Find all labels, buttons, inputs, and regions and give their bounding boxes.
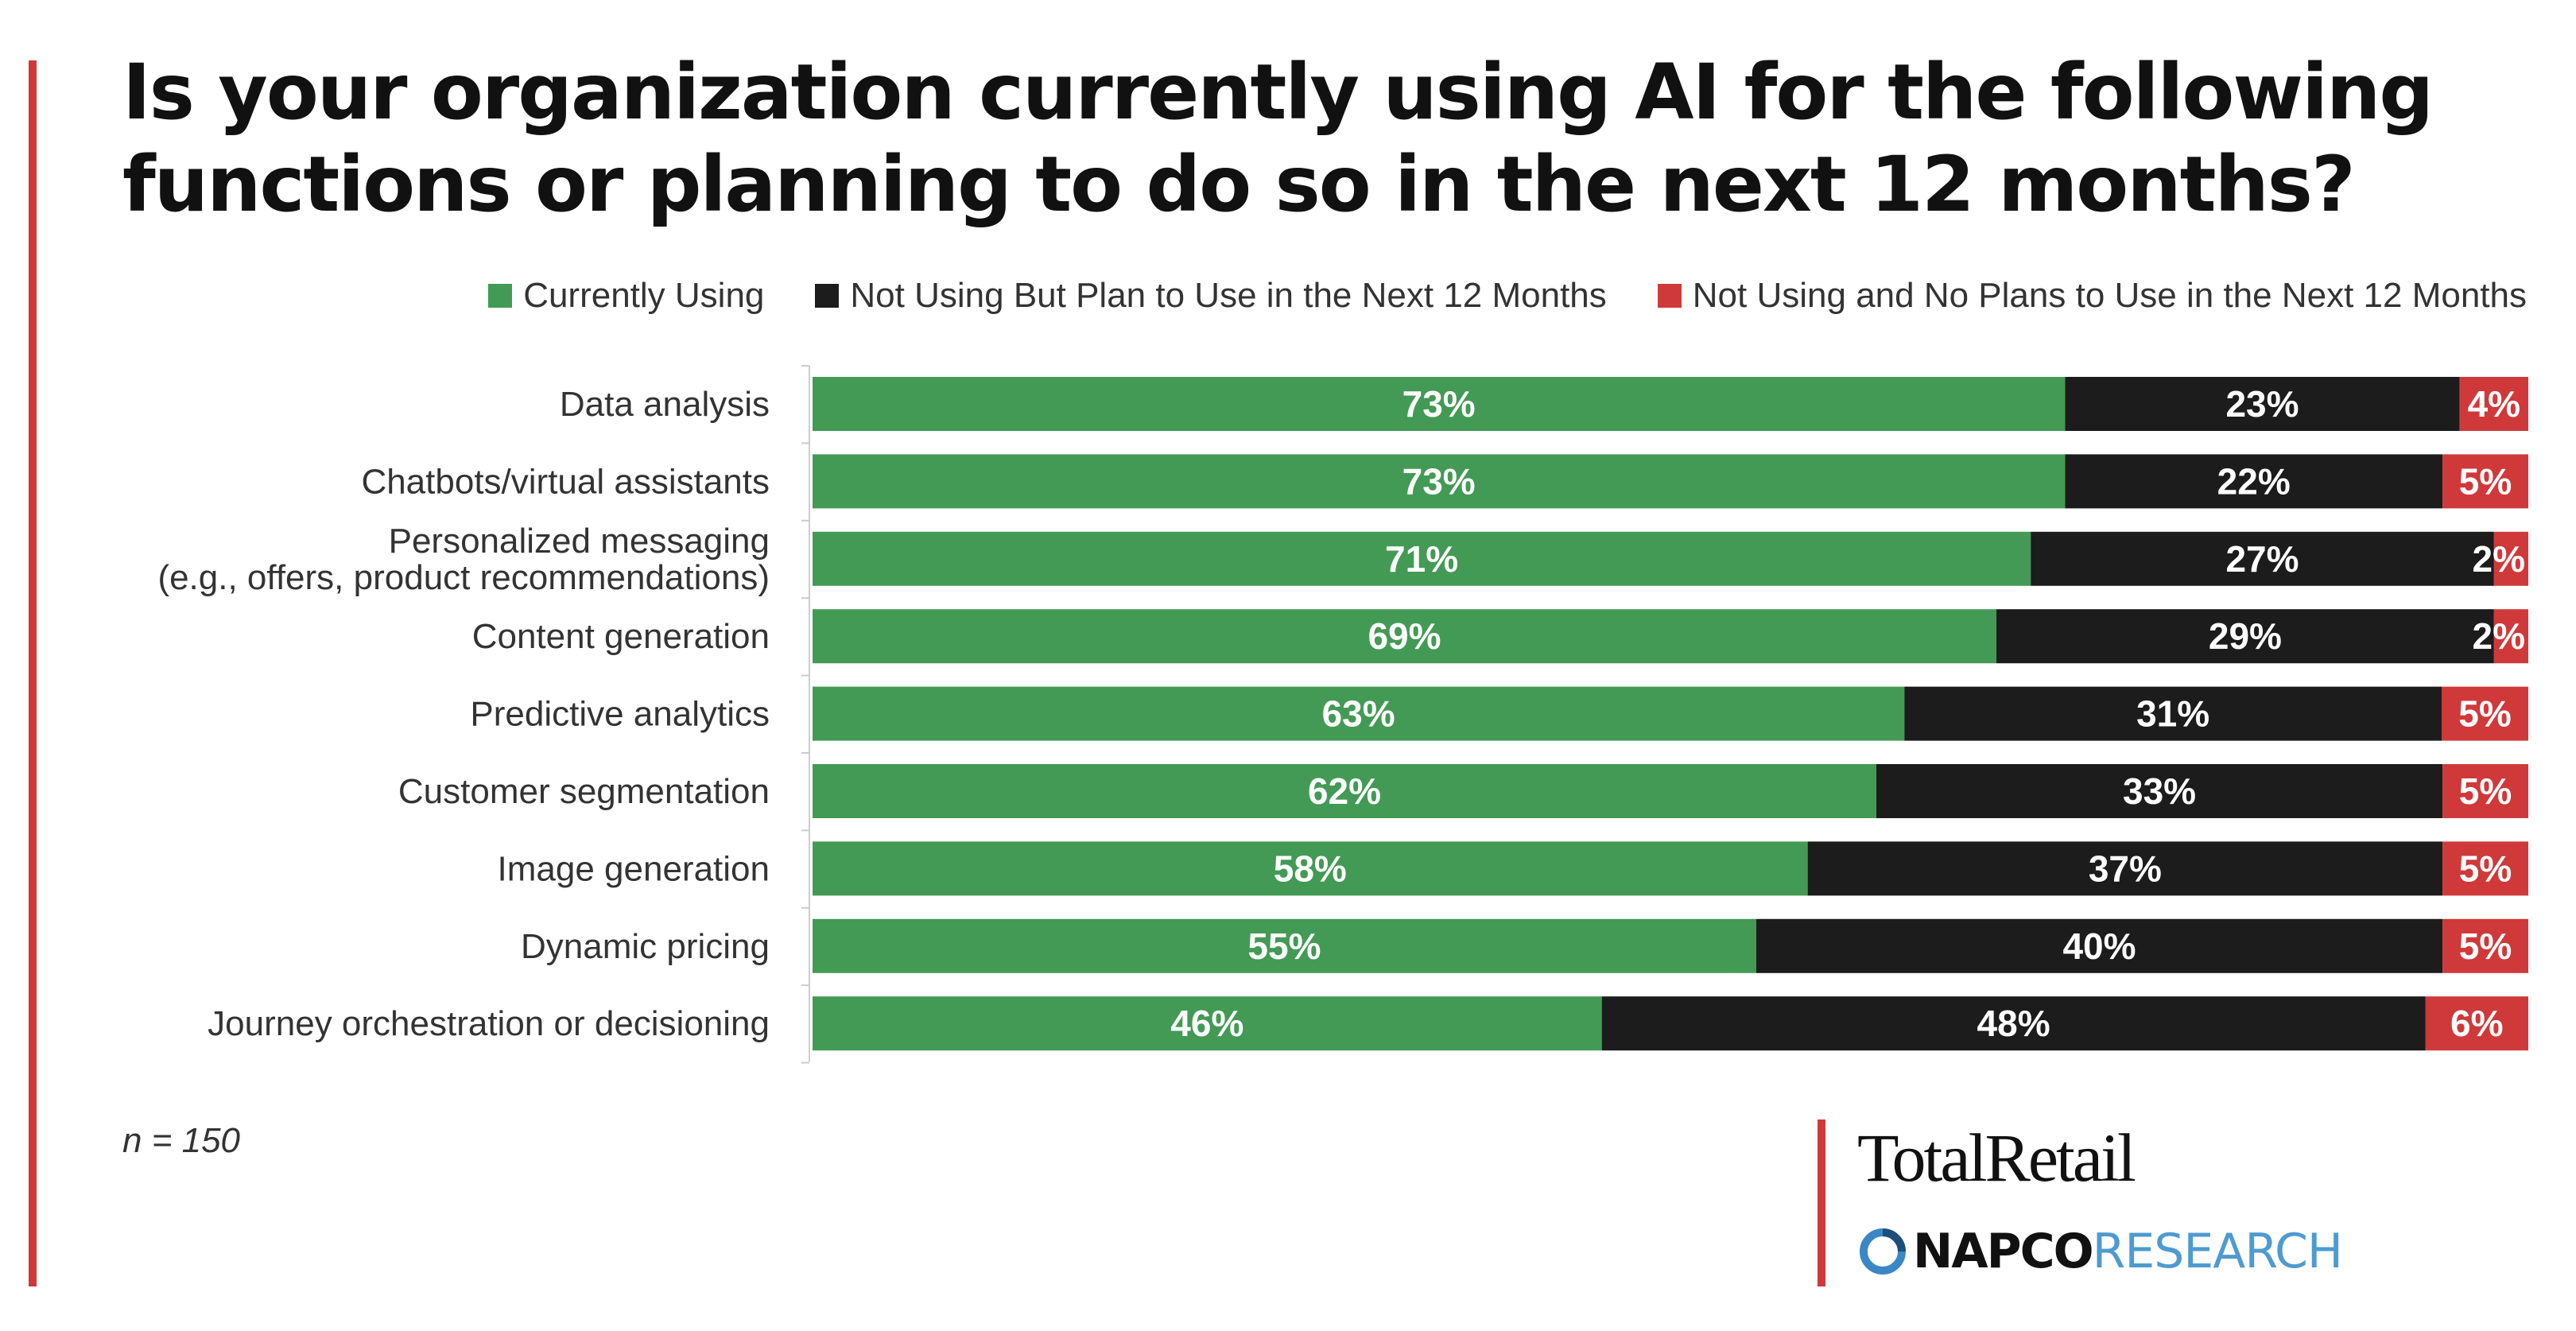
bar-segment-plan-to-use xyxy=(1876,764,2443,818)
data-label: 63% xyxy=(1322,693,1395,735)
bar-segment-currently-using xyxy=(813,918,1756,973)
bar-segment-no-plans xyxy=(2442,918,2528,973)
bar-segment-no-plans xyxy=(2442,686,2528,741)
data-label: 5% xyxy=(2458,693,2511,735)
legend-item-currently-using: Currently Using xyxy=(488,276,764,316)
bar-segment-plan-to-use xyxy=(2031,531,2494,586)
category-label: Image generation xyxy=(498,849,770,888)
bar-segment-no-plans xyxy=(2493,531,2528,586)
bar-segment-plan-to-use xyxy=(2065,377,2460,431)
chart-legend: Currently Using Not Using But Plan to Us… xyxy=(488,272,2527,320)
data-label: 46% xyxy=(1170,1003,1243,1044)
bar-segment-plan-to-use xyxy=(1601,996,2426,1051)
bar-segment-no-plans xyxy=(2442,841,2528,896)
category-label: Personalized messaging (e.g., offers, pro… xyxy=(157,522,770,597)
data-label: 5% xyxy=(2459,460,2512,502)
legend-swatch-red xyxy=(1657,284,1682,308)
bar-segment-no-plans xyxy=(2442,454,2528,509)
legend-item-no-plans: Not Using and No Plans to Use in the Nex… xyxy=(1657,276,2527,316)
bar-segment-currently-using xyxy=(813,531,2031,586)
napco-logo-bold-text: NAPCO xyxy=(1913,1224,2094,1279)
legend-swatch-black xyxy=(815,284,840,308)
data-label: 73% xyxy=(1402,460,1476,502)
data-label: 62% xyxy=(1308,770,1381,812)
bar-segment-plan-to-use xyxy=(1904,686,2442,741)
category-label: Content generation xyxy=(472,617,770,656)
napco-logo-light-text: RESEARCH xyxy=(2092,1224,2343,1279)
data-label: 4% xyxy=(2468,383,2520,425)
data-label: 69% xyxy=(1368,615,1441,657)
data-label: 5% xyxy=(2459,770,2512,812)
legend-label: Not Using and No Plans to Use in the Nex… xyxy=(1692,276,2527,315)
chart-title-line-1: Is your organization currently using AI … xyxy=(122,48,2434,137)
data-label: 6% xyxy=(2450,1003,2503,1044)
data-label: 73% xyxy=(1402,383,1476,425)
data-label: 22% xyxy=(2217,460,2291,502)
bar-segment-no-plans xyxy=(2442,764,2528,818)
category-label: Dynamic pricing xyxy=(521,927,770,966)
data-label: 31% xyxy=(2136,693,2209,735)
data-label: 40% xyxy=(2062,925,2136,967)
bar-segment-currently-using xyxy=(813,377,2066,431)
sample-size-note: n = 150 xyxy=(122,1121,241,1160)
data-label: 48% xyxy=(1977,1003,2050,1044)
data-label: 2% xyxy=(2473,538,2525,580)
category-label: Predictive analytics xyxy=(470,695,770,734)
data-label: 23% xyxy=(2225,383,2299,425)
data-label: 71% xyxy=(1385,538,1458,580)
bar-segment-currently-using xyxy=(813,454,2066,509)
data-label: 2% xyxy=(2473,615,2525,657)
data-label: 55% xyxy=(1247,925,1321,967)
bar-segment-plan-to-use xyxy=(1996,609,2494,664)
bar-segment-currently-using xyxy=(813,609,1997,664)
category-label: Customer segmentation xyxy=(398,772,770,811)
data-label: 58% xyxy=(1274,848,1347,889)
bar-segment-plan-to-use xyxy=(2065,454,2443,509)
bar-segment-currently-using xyxy=(813,841,1808,896)
data-label: 33% xyxy=(2123,770,2196,812)
legend-item-plan-to-use: Not Using But Plan to Use in the Next 12… xyxy=(815,276,1607,316)
data-label: 27% xyxy=(2225,538,2299,580)
category-label: Journey orchestration or decisioning xyxy=(208,1004,770,1043)
chart-title-line-2: functions or planning to do so in the ne… xyxy=(122,140,2356,229)
accent-rule-left xyxy=(29,60,37,1286)
napco-circle-icon xyxy=(1860,1228,1906,1275)
bar-segment-currently-using xyxy=(813,996,1602,1051)
legend-swatch-green xyxy=(488,284,513,308)
bar-segment-no-plans xyxy=(2493,609,2528,664)
legend-label: Not Using But Plan to Use in the Next 12… xyxy=(850,276,1607,315)
data-label: 5% xyxy=(2459,925,2512,967)
bar-segment-currently-using xyxy=(813,764,1876,818)
legend-label: Currently Using xyxy=(523,276,765,315)
accent-rule-logo xyxy=(1818,1120,1825,1286)
category-label: Data analysis xyxy=(560,385,770,424)
data-label: 5% xyxy=(2459,848,2512,889)
bar-segment-no-plans xyxy=(2459,377,2528,431)
bar-segment-no-plans xyxy=(2425,996,2528,1051)
bar-segment-currently-using xyxy=(813,686,1905,741)
napco-research-logo: NAPCO RESEARCH xyxy=(1857,1220,2343,1283)
bar-segment-plan-to-use xyxy=(1755,918,2443,973)
totalretail-logo: TotalRetail xyxy=(1857,1120,2136,1196)
chart-title: Is your organization currently using AI … xyxy=(122,46,2508,231)
bar-segment-plan-to-use xyxy=(1807,841,2443,896)
data-label: 37% xyxy=(2089,848,2162,889)
data-label: 29% xyxy=(2209,615,2282,657)
category-label: Chatbots/virtual assistants xyxy=(361,462,770,501)
